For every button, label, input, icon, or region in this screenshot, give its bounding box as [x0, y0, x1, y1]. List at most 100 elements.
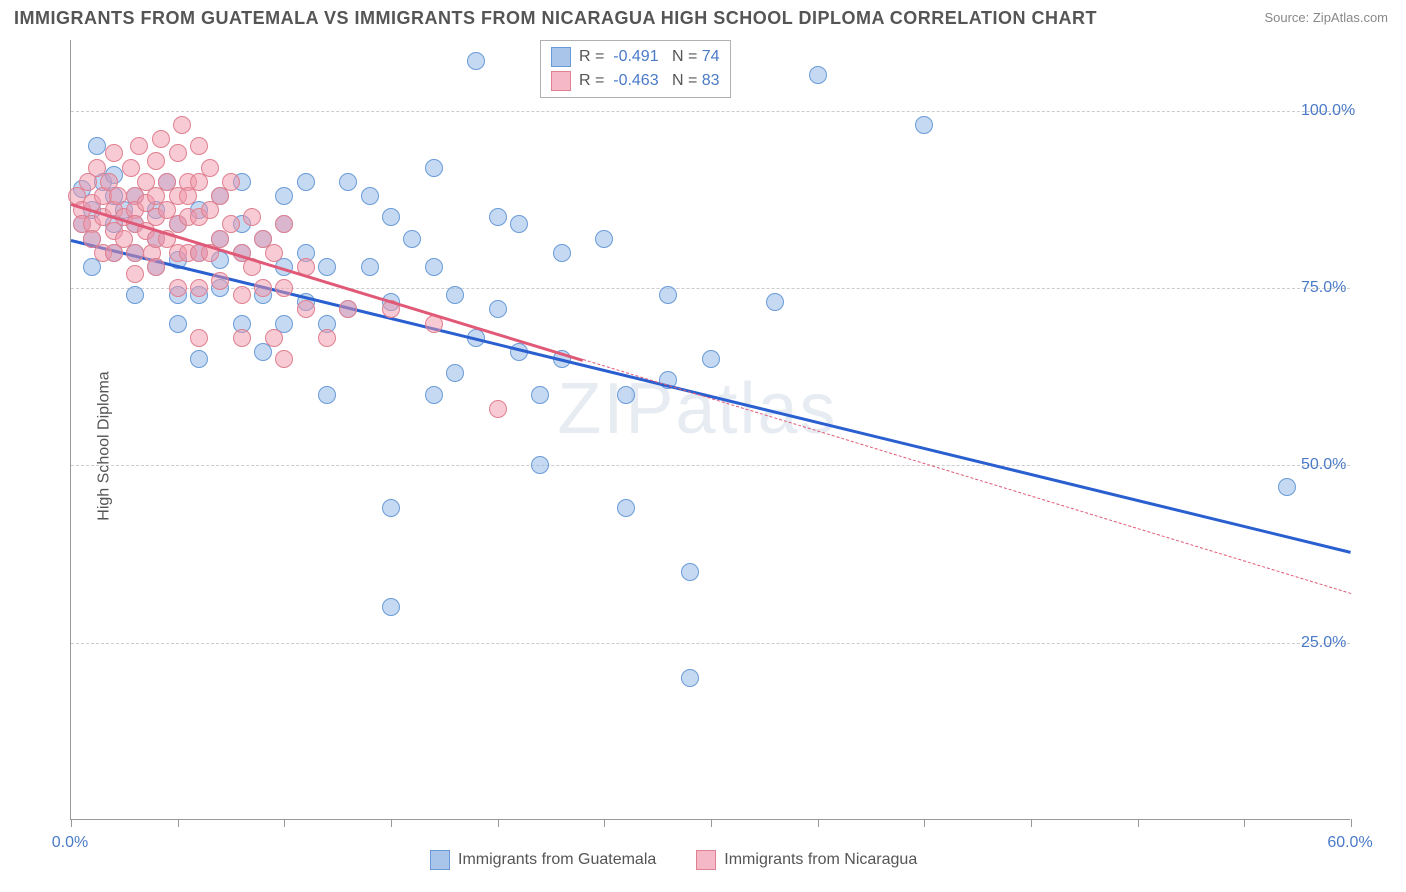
- chart-title: IMMIGRANTS FROM GUATEMALA VS IMMIGRANTS …: [14, 8, 1097, 29]
- scatter-point: [467, 52, 485, 70]
- scatter-point: [510, 215, 528, 233]
- scatter-point: [169, 315, 187, 333]
- scatter-point: [361, 258, 379, 276]
- scatter-point: [361, 187, 379, 205]
- scatter-point: [382, 598, 400, 616]
- chart-container: IMMIGRANTS FROM GUATEMALA VS IMMIGRANTS …: [0, 0, 1406, 892]
- x-tick: [391, 819, 392, 827]
- scatter-point: [681, 563, 699, 581]
- x-tick: [604, 819, 605, 827]
- scatter-point: [222, 173, 240, 191]
- x-tick-label: 0.0%: [52, 834, 88, 852]
- scatter-point: [382, 499, 400, 517]
- scatter-point: [233, 286, 251, 304]
- x-tick: [1138, 819, 1139, 827]
- scatter-point: [489, 300, 507, 318]
- watermark: ZIPatlas: [557, 368, 837, 450]
- scatter-point: [766, 293, 784, 311]
- scatter-point: [339, 300, 357, 318]
- scatter-point: [190, 137, 208, 155]
- scatter-point: [318, 386, 336, 404]
- scatter-point: [126, 244, 144, 262]
- scatter-point: [702, 350, 720, 368]
- scatter-point: [425, 159, 443, 177]
- scatter-point: [254, 279, 272, 297]
- scatter-point: [201, 159, 219, 177]
- scatter-point: [147, 152, 165, 170]
- scatter-point: [190, 350, 208, 368]
- source-label: Source: ZipAtlas.com: [1264, 10, 1388, 25]
- scatter-point: [446, 364, 464, 382]
- scatter-point: [297, 173, 315, 191]
- y-tick-label: 50.0%: [1301, 456, 1346, 474]
- x-tick: [924, 819, 925, 827]
- bottom-legend: Immigrants from Guatemala Immigrants from…: [430, 850, 917, 870]
- scatter-point: [617, 499, 635, 517]
- scatter-point: [318, 258, 336, 276]
- scatter-point: [147, 258, 165, 276]
- scatter-point: [595, 230, 613, 248]
- legend-swatch: [551, 71, 571, 91]
- correlation-text: R = -0.463 N = 83: [579, 69, 720, 93]
- legend-swatch: [696, 850, 716, 870]
- correlation-text: R = -0.491 N = 74: [579, 45, 720, 69]
- x-tick: [1031, 819, 1032, 827]
- trend-line: [583, 359, 1351, 594]
- scatter-point: [105, 144, 123, 162]
- legend-swatch: [551, 47, 571, 67]
- scatter-point: [130, 137, 148, 155]
- scatter-point: [446, 286, 464, 304]
- x-tick: [1351, 819, 1352, 827]
- x-tick: [711, 819, 712, 827]
- scatter-point: [275, 215, 293, 233]
- scatter-point: [915, 116, 933, 134]
- scatter-point: [126, 265, 144, 283]
- chart-plot-area: ZIPatlas 25.0%50.0%75.0%100.0%: [70, 40, 1350, 820]
- x-tick: [498, 819, 499, 827]
- scatter-point: [297, 300, 315, 318]
- scatter-point: [173, 116, 191, 134]
- scatter-point: [122, 159, 140, 177]
- scatter-point: [403, 230, 421, 248]
- scatter-point: [318, 329, 336, 347]
- legend-item: Immigrants from Guatemala: [430, 850, 656, 870]
- gridline: [71, 643, 1350, 644]
- y-tick-label: 75.0%: [1301, 279, 1346, 297]
- scatter-point: [211, 272, 229, 290]
- scatter-point: [809, 66, 827, 84]
- scatter-point: [489, 400, 507, 418]
- scatter-point: [190, 329, 208, 347]
- scatter-point: [109, 187, 127, 205]
- correlation-legend-box: R = -0.491 N = 74R = -0.463 N = 83: [540, 40, 731, 98]
- scatter-point: [169, 279, 187, 297]
- x-tick: [71, 819, 72, 827]
- scatter-point: [339, 173, 357, 191]
- scatter-point: [531, 456, 549, 474]
- x-tick: [284, 819, 285, 827]
- scatter-point: [243, 208, 261, 226]
- legend-item: Immigrants from Nicaragua: [696, 850, 917, 870]
- legend-label: Immigrants from Nicaragua: [724, 851, 917, 869]
- gridline: [71, 111, 1350, 112]
- scatter-point: [382, 208, 400, 226]
- scatter-point: [531, 386, 549, 404]
- scatter-point: [222, 215, 240, 233]
- x-tick-label: 60.0%: [1327, 834, 1372, 852]
- scatter-point: [265, 244, 283, 262]
- scatter-point: [126, 286, 144, 304]
- correlation-legend-row: R = -0.491 N = 74: [551, 45, 720, 69]
- y-tick-label: 25.0%: [1301, 634, 1346, 652]
- x-tick: [818, 819, 819, 827]
- scatter-point: [275, 350, 293, 368]
- scatter-point: [190, 279, 208, 297]
- scatter-point: [617, 386, 635, 404]
- scatter-point: [425, 258, 443, 276]
- scatter-point: [275, 187, 293, 205]
- scatter-point: [553, 244, 571, 262]
- scatter-point: [275, 279, 293, 297]
- scatter-point: [659, 286, 677, 304]
- x-tick: [1244, 819, 1245, 827]
- scatter-point: [169, 144, 187, 162]
- scatter-point: [489, 208, 507, 226]
- scatter-point: [425, 386, 443, 404]
